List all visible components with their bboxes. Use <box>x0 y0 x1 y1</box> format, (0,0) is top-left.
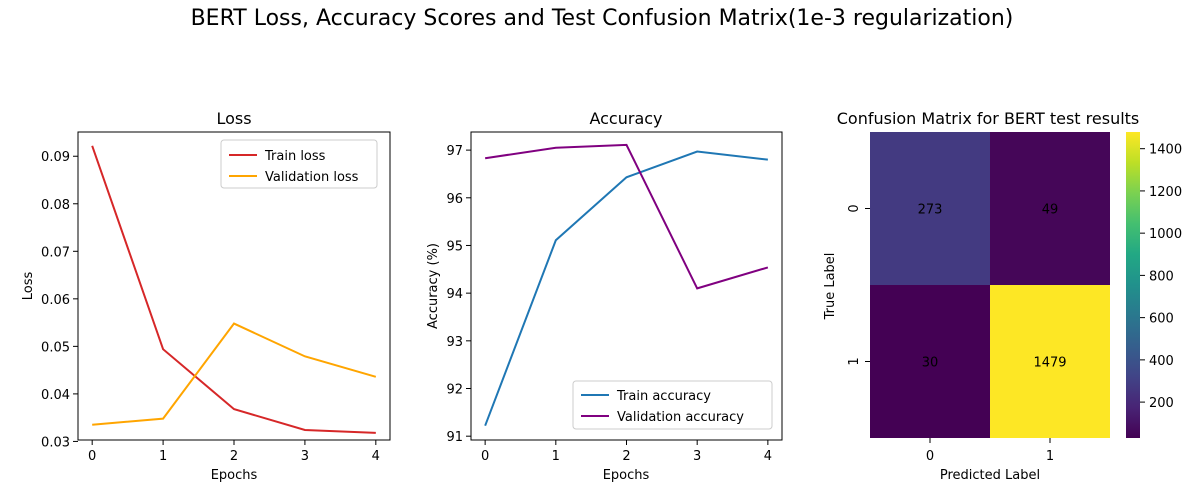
loss-x-axis-label: Epochs <box>211 468 258 483</box>
colorbar-tick-label: 1000 <box>1149 227 1182 242</box>
accuracy-y-tick-label: 96 <box>446 192 463 207</box>
loss-x-tick-label: 3 <box>301 449 309 464</box>
accuracy-legend-train: Train accuracy <box>616 389 711 404</box>
colorbar-tick-label: 600 <box>1149 312 1174 327</box>
loss-chart-title: Loss <box>216 109 251 128</box>
cm-x-tick-label: 0 <box>926 449 934 464</box>
colorbar <box>1126 132 1140 438</box>
loss-x-tick-label: 2 <box>230 449 238 464</box>
loss-series-line-0 <box>91 145 376 434</box>
accuracy-series-line-0 <box>484 150 768 427</box>
accuracy-y-axis-label: Accuracy (%) <box>426 243 441 329</box>
accuracy-chart-title: Accuracy <box>589 109 662 128</box>
accuracy-x-tick-label: 1 <box>552 449 560 464</box>
cm-y-tick-label: 0 <box>847 204 862 212</box>
accuracy-legend-validation: Validation accuracy <box>617 410 744 425</box>
loss-y-tick-label: 0.08 <box>41 198 70 213</box>
accuracy-x-tick-label: 2 <box>622 449 630 464</box>
colorbar-tick-label: 400 <box>1149 354 1174 369</box>
loss-y-axis-label: Loss <box>21 272 36 301</box>
loss-y-tick-label: 0.07 <box>41 245 70 260</box>
cm-cell-value: 30 <box>922 356 939 371</box>
accuracy-y-tick-label: 97 <box>446 144 463 159</box>
accuracy-x-axis-label: Epochs <box>603 468 650 483</box>
confusion-matrix-chart: Confusion Matrix for BERT test results 2… <box>823 109 1182 483</box>
accuracy-y-tick-label: 93 <box>446 335 463 350</box>
accuracy-chart: Accuracy 0 1 2 3 4 91 92 93 94 95 96 97 Epochs Accu… <box>426 109 783 483</box>
loss-y-tick-label: 0.09 <box>41 150 70 165</box>
accuracy-x-tick-label: 4 <box>764 449 772 464</box>
accuracy-plot-frame <box>470 131 783 441</box>
loss-y-tick-label: 0.05 <box>41 340 70 355</box>
accuracy-y-tick-label: 94 <box>446 287 463 302</box>
accuracy-x-tick-label: 3 <box>693 449 701 464</box>
loss-legend-validation: Validation loss <box>265 170 359 185</box>
accuracy-y-tick-label: 91 <box>446 430 463 445</box>
cm-cell <box>870 285 990 438</box>
colorbar-tick-label: 1400 <box>1149 143 1182 158</box>
loss-plot-frame <box>77 131 391 441</box>
cm-cell-value: 49 <box>1042 203 1059 218</box>
confusion-matrix-title: Confusion Matrix for BERT test results <box>837 109 1140 128</box>
loss-y-tick-label: 0.06 <box>41 293 70 308</box>
accuracy-legend: Train accuracy Validation accuracy <box>572 380 773 430</box>
loss-legend: Train loss Validation loss <box>220 139 378 189</box>
loss-x-tick-label: 0 <box>88 449 96 464</box>
cm-cell <box>990 132 1110 285</box>
colorbar-tick-label: 1200 <box>1149 185 1182 200</box>
cm-cell-value: 1479 <box>1033 356 1066 371</box>
cm-cell-value: 273 <box>918 203 943 218</box>
accuracy-series-line-1 <box>484 143 769 290</box>
figure-title: BERT Loss, Accuracy Scores and Test Conf… <box>190 6 1014 31</box>
cm-cell <box>870 132 990 285</box>
loss-y-tick-label: 0.04 <box>41 388 70 403</box>
loss-legend-train: Train loss <box>264 149 326 164</box>
colorbar-tick-label: 200 <box>1149 396 1174 411</box>
cm-x-tick-label: 1 <box>1046 449 1054 464</box>
loss-chart: Loss 0 1 2 3 4 0.03 0.04 0.05 0.06 0.07 0.08 0.09 E… <box>21 109 391 483</box>
cm-y-tick-label: 1 <box>847 357 862 365</box>
cm-cell <box>990 285 1110 438</box>
cm-x-axis-label: Predicted Label <box>940 468 1040 483</box>
loss-x-tick-label: 1 <box>159 449 167 464</box>
cm-y-axis-label: True Label <box>823 253 838 321</box>
accuracy-y-tick-label: 95 <box>446 239 463 254</box>
loss-x-tick-label: 4 <box>372 449 380 464</box>
accuracy-x-tick-label: 0 <box>481 449 489 464</box>
accuracy-y-tick-label: 92 <box>446 383 463 398</box>
colorbar-tick-label: 800 <box>1149 269 1174 284</box>
loss-series-line-1 <box>92 322 377 426</box>
loss-y-tick-label: 0.03 <box>41 435 70 450</box>
